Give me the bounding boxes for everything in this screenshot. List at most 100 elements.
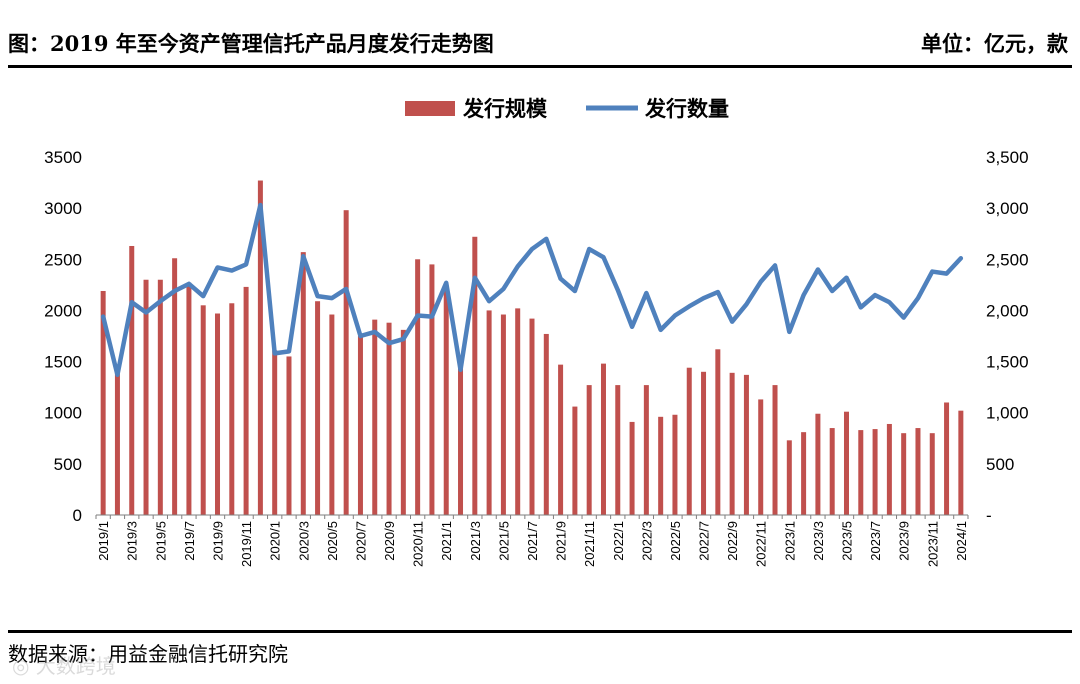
bar-2021/1 (443, 288, 449, 515)
bar-2020/1 (272, 350, 278, 515)
bar-2019/5 (157, 279, 163, 515)
bar-2020/9 (386, 322, 392, 515)
y-left-tick-label: 1500 (44, 353, 82, 372)
x-tick-label: 2023/3 (811, 521, 826, 561)
bar-2020/2 (286, 356, 292, 515)
bar-2022/7 (701, 371, 707, 515)
bar-2019/11 (243, 286, 249, 515)
bar-2021/8 (543, 333, 549, 515)
x-tick-label: 2024/1 (954, 521, 969, 561)
bar-2019/6 (172, 258, 178, 515)
x-tick-label: 2020/7 (353, 521, 368, 561)
legend-label-line: 发行数量 (644, 96, 729, 121)
bar-2021/4 (486, 310, 492, 515)
x-tick-label: 2019/7 (182, 521, 197, 561)
bar-2022/6 (686, 367, 692, 515)
bar-2019/2 (114, 371, 120, 515)
x-tick-label: 2021/1 (439, 521, 454, 561)
x-tick-label: 2020/5 (325, 521, 340, 561)
x-tick-label: 2023/7 (868, 521, 883, 561)
bar-2021/12 (600, 363, 606, 515)
bar-2020/12 (429, 264, 435, 515)
bar-2022/9 (729, 372, 735, 515)
y-right-tick-label: 3,000 (986, 199, 1029, 218)
bar-2020/5 (329, 314, 335, 515)
figure-title: 图：2019 年至今资产管理信托产品月度发行走势图 (8, 31, 494, 56)
legend-label-bar: 发行规模 (462, 96, 548, 121)
bar-2023/8 (886, 423, 892, 515)
bar-2021/2 (458, 366, 464, 515)
x-tick-label: 2021/3 (468, 521, 483, 561)
y-left-tick-label: 1000 (44, 404, 82, 423)
bar-2021/6 (515, 308, 521, 515)
y-right-tick-label: 2,000 (986, 301, 1029, 320)
bar-2019/8 (200, 305, 206, 515)
y-left-tick-label: 500 (54, 455, 82, 474)
y-left-tick-label: 0 (73, 506, 82, 525)
bar-2022/10 (743, 374, 749, 515)
bar-2021/3 (472, 236, 478, 515)
watermark: ◎ 大数跨境 (12, 654, 116, 678)
x-tick-label: 2020/1 (268, 521, 283, 561)
bar-2022/12 (772, 385, 778, 515)
bar-2023/2 (801, 432, 807, 515)
x-tick-label: 2022/1 (611, 521, 626, 561)
bar-2022/1 (615, 385, 621, 515)
y-left-tick-label: 3500 (44, 148, 82, 167)
y-left-tick-label: 2500 (44, 250, 82, 269)
bar-2019/12 (257, 180, 263, 515)
bar-2021/10 (572, 406, 578, 515)
bar-2019/10 (229, 303, 235, 515)
chart-header: 图：2019 年至今资产管理信托产品月度发行走势图 单位：亿元，款 (8, 28, 1068, 62)
bar-2023/3 (815, 413, 821, 515)
y-right-tick-label: - (986, 506, 992, 525)
x-tick-label: 2019/11 (239, 521, 254, 567)
bar-2021/11 (586, 385, 592, 515)
y-axis-right: - 500 1,000 1,500 2,000 2,500 3,000 3,500 (986, 148, 1029, 525)
bar-2024/1 (958, 410, 964, 515)
bar-2020/8 (372, 319, 378, 515)
x-tick-label: 2021/9 (554, 521, 569, 561)
x-tick-label: 2019/1 (96, 521, 111, 561)
bar-2021/7 (529, 318, 535, 515)
x-tick-label: 2020/9 (382, 521, 397, 561)
bar-2023/5 (843, 411, 849, 515)
bar-2022/5 (672, 414, 678, 515)
bar-2023/7 (872, 429, 878, 515)
x-tick-label: 2023/5 (839, 521, 854, 561)
bar-2022/4 (658, 416, 664, 515)
unit-label: 单位：亿元，款 (921, 31, 1068, 56)
bar-2021/5 (500, 314, 506, 515)
line-series (100, 202, 964, 378)
bar-2023/10 (915, 428, 921, 515)
bar-2019/4 (143, 279, 149, 515)
x-tick-label: 2020/3 (296, 521, 311, 561)
legend: 发行规模 发行数量 (405, 96, 729, 121)
bar-2020/6 (343, 210, 349, 515)
x-tick-label: 2019/9 (211, 521, 226, 561)
x-tick-label: 2021/11 (582, 521, 597, 567)
bar-2019/7 (186, 282, 192, 515)
y-right-tick-label: 1,500 (986, 353, 1029, 372)
y-right-tick-label: 1,000 (986, 404, 1029, 423)
x-tick-label: 2020/11 (411, 521, 426, 567)
bar-2023/1 (786, 440, 792, 515)
x-tick-label: 2019/3 (125, 521, 140, 561)
bar-2023/4 (829, 428, 835, 515)
bar-2019/1 (100, 290, 106, 515)
bar-2020/11 (415, 259, 421, 515)
bar-2022/2 (629, 421, 635, 515)
x-tick-label: 2022/5 (668, 521, 683, 561)
x-tick-label: 2022/3 (639, 521, 654, 561)
combo-chart: 发行规模 发行数量 0 500 1000 1500 2000 2500 3000 3500 -… (44, 96, 1029, 567)
top-rule (8, 65, 1072, 68)
bar-2021/9 (558, 364, 564, 515)
source-note: 数据来源：用益金融信托研究院 (8, 642, 288, 666)
y-left-tick-label: 2000 (44, 301, 82, 320)
bar-2022/8 (715, 349, 721, 515)
x-tick-label: 2021/5 (496, 521, 511, 561)
x-tick-label: 2019/5 (153, 521, 168, 561)
y-right-tick-label: 2,500 (986, 250, 1029, 269)
bar-2020/10 (400, 329, 406, 515)
x-tick-label: 2021/7 (525, 521, 540, 561)
